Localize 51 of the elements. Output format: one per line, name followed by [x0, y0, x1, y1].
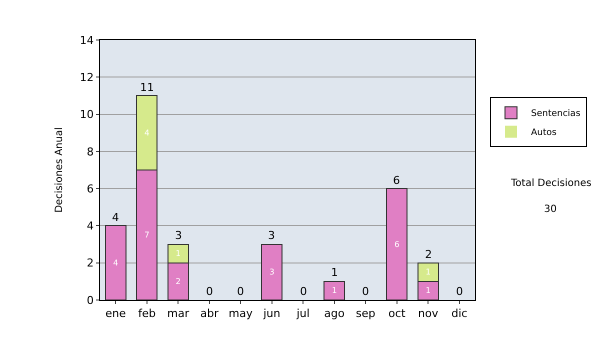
x-tick-label: sep [356, 307, 376, 320]
y-tick-label: 12 [80, 70, 94, 84]
data-label: 1 [426, 286, 431, 296]
total-label: 4 [112, 211, 119, 224]
total-label: 0 [456, 285, 463, 298]
data-label: 2 [176, 276, 181, 286]
total-label: 0 [362, 285, 369, 298]
data-label: 4 [113, 258, 118, 268]
x-tick-label: ago [324, 307, 345, 320]
data-label: 1 [176, 249, 181, 258]
y-tick-label: 14 [80, 34, 94, 47]
legend-label: Sentencias [531, 109, 581, 120]
x-tick-label: nov [418, 307, 439, 320]
data-label: 3 [269, 268, 274, 277]
y-tick-label: 4 [86, 220, 94, 233]
y-tick-label: 2 [86, 256, 94, 270]
total-label: 3 [268, 229, 275, 242]
data-label: 4 [144, 128, 150, 138]
x-tick-label: jun [262, 307, 280, 320]
total-label: 0 [300, 285, 307, 298]
x-tick-label: ene [105, 307, 126, 320]
total-label: 0 [237, 285, 244, 298]
x-tick-label: oct [388, 307, 406, 320]
total-label: 1 [331, 266, 338, 279]
bar [386, 188, 408, 300]
x-tick-label: may [228, 307, 254, 320]
total-label: 3 [175, 229, 182, 242]
total-label: 2 [425, 248, 432, 261]
y-axis-title: Decisiones Anual [54, 127, 65, 213]
data-label: 7 [144, 230, 150, 240]
data-label: 6 [394, 240, 400, 249]
legend-label: Autos [531, 128, 557, 138]
bar [324, 280, 346, 300]
y-tick-label: 10 [80, 108, 94, 122]
y-tick-label: 6 [86, 182, 94, 196]
total-label: 0 [206, 285, 213, 298]
bar [104, 225, 126, 300]
y-tick-label: 8 [86, 145, 94, 158]
text: 30 [544, 204, 557, 215]
total-label: 11 [140, 81, 154, 94]
x-tick-label: feb [138, 307, 156, 320]
y-tick-label: 0 [86, 294, 94, 307]
bar [261, 244, 283, 300]
text: Total Decisiones [510, 178, 592, 189]
data-label: 1 [426, 268, 431, 277]
data-label: 1 [332, 286, 337, 296]
x-tick-label: dic [451, 307, 468, 320]
x-tick-label: abr [200, 307, 219, 320]
total-label: 6 [393, 174, 400, 187]
x-tick-label: jul [296, 307, 310, 320]
x-tick-label: mar [167, 307, 190, 320]
